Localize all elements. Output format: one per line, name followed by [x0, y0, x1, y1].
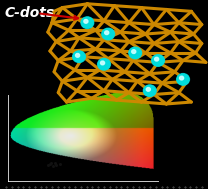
Circle shape	[154, 56, 163, 65]
Circle shape	[83, 19, 92, 26]
Circle shape	[129, 48, 141, 58]
Circle shape	[76, 53, 80, 57]
Circle shape	[154, 57, 162, 64]
Circle shape	[146, 88, 150, 91]
Circle shape	[102, 29, 114, 39]
Circle shape	[131, 49, 140, 57]
Circle shape	[152, 55, 164, 66]
Circle shape	[152, 55, 165, 66]
Circle shape	[98, 59, 110, 70]
Circle shape	[177, 74, 189, 85]
Circle shape	[82, 18, 93, 27]
Circle shape	[155, 57, 162, 64]
Circle shape	[102, 29, 114, 39]
Circle shape	[179, 76, 187, 83]
Circle shape	[75, 53, 83, 60]
Circle shape	[82, 17, 93, 28]
Circle shape	[98, 58, 110, 70]
Circle shape	[129, 47, 142, 59]
Circle shape	[84, 19, 91, 26]
Circle shape	[99, 60, 109, 69]
Circle shape	[153, 56, 163, 65]
Circle shape	[99, 60, 109, 68]
Circle shape	[104, 30, 113, 38]
Circle shape	[155, 57, 159, 61]
Circle shape	[177, 74, 189, 85]
Circle shape	[177, 74, 189, 85]
Circle shape	[152, 55, 164, 66]
Circle shape	[132, 50, 136, 53]
Circle shape	[81, 17, 94, 29]
Circle shape	[129, 48, 141, 58]
Circle shape	[145, 87, 154, 95]
Circle shape	[131, 49, 139, 57]
Circle shape	[100, 61, 108, 67]
Text: C-dots: C-dots	[4, 6, 54, 20]
Circle shape	[73, 51, 85, 62]
Circle shape	[105, 31, 109, 35]
Circle shape	[146, 87, 154, 94]
Circle shape	[105, 31, 112, 37]
Circle shape	[102, 28, 115, 40]
Circle shape	[103, 29, 113, 39]
Circle shape	[130, 48, 140, 58]
Circle shape	[132, 50, 139, 56]
Circle shape	[143, 85, 156, 97]
Circle shape	[74, 52, 84, 61]
Circle shape	[146, 88, 153, 94]
Circle shape	[144, 85, 156, 96]
Circle shape	[73, 51, 85, 63]
Circle shape	[83, 19, 92, 27]
Circle shape	[84, 19, 88, 23]
Circle shape	[74, 53, 84, 61]
Circle shape	[98, 59, 110, 70]
Circle shape	[100, 61, 105, 65]
Circle shape	[73, 51, 85, 62]
Circle shape	[180, 76, 184, 80]
Circle shape	[76, 53, 83, 60]
Circle shape	[180, 76, 187, 83]
Circle shape	[145, 86, 155, 95]
Circle shape	[82, 17, 93, 28]
Circle shape	[104, 30, 112, 38]
Circle shape	[144, 85, 156, 96]
Circle shape	[100, 60, 108, 68]
Circle shape	[178, 75, 188, 84]
Circle shape	[178, 75, 188, 84]
